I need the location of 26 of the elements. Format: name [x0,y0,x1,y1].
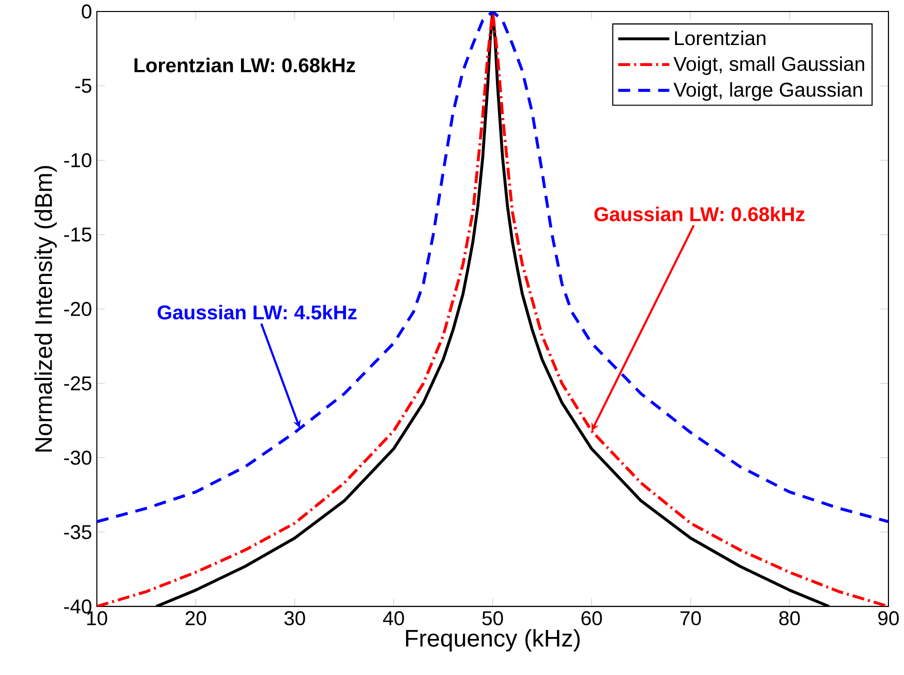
x-tick-label: 30 [284,610,306,626]
legend-label: Voigt, large Gaussian [674,82,862,101]
x-tick-label: 90 [878,610,899,626]
x-tick-label: 70 [680,610,701,626]
y-tick-label: -10 [64,152,92,168]
x-tick-label: 50 [482,610,503,626]
y-tick-label: -40 [64,599,92,614]
x-tick-label: 40 [383,610,404,626]
x-tick-label: 20 [186,610,206,626]
y-tick-label: -5 [75,78,92,93]
y-tick-label: -25 [64,376,92,390]
legend-label: Voigt, small Gaussian [674,56,864,75]
x-tick-label: 60 [582,610,602,626]
y-tick-label: 0 [82,4,92,18]
y-tick-label: -15 [64,227,92,242]
x-tick-label: 80 [779,610,800,626]
annotation: Lorentzian LW: 0.68kHz [134,58,356,72]
annotation: Gaussian LW: 4.5kHz [158,304,357,320]
annotation: Gaussian LW: 0.68kHz [594,206,804,222]
y-tick-label: -30 [64,450,92,465]
y-axis-title: Normalized Intensity (dBm) [34,166,57,452]
x-axis-title: Frequency (kHz) [406,628,580,652]
y-tick-label: -20 [64,302,92,316]
x-tick-label: 10 [87,610,108,626]
y-tick-label: -35 [64,524,92,539]
legend-label: Lorentzian [675,30,766,46]
